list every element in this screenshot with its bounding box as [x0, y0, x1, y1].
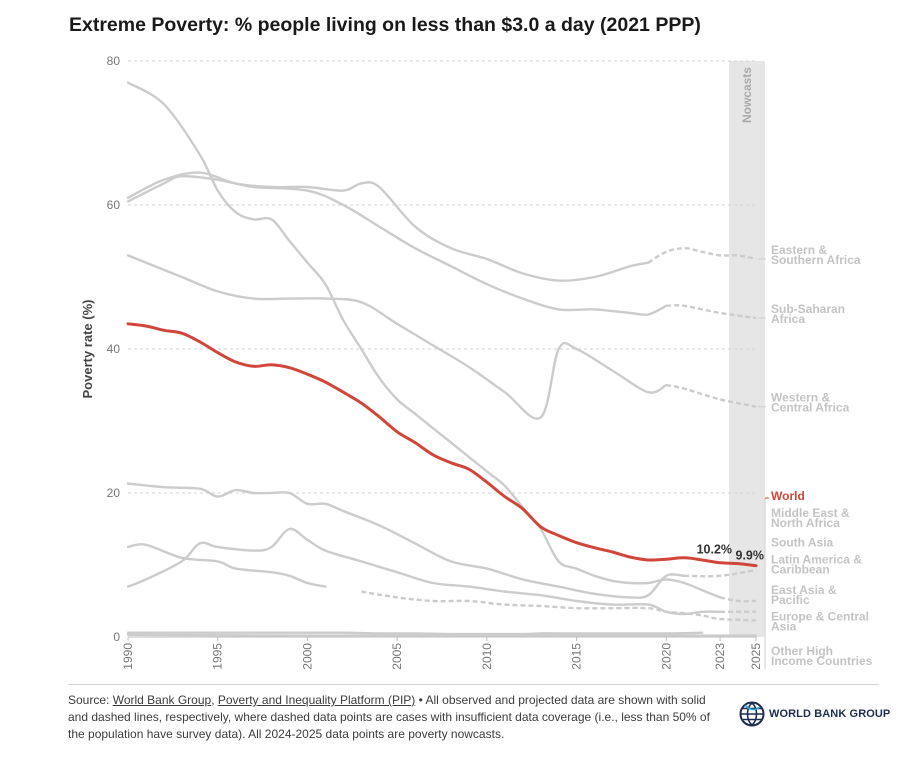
- y-tick-label: 60: [107, 198, 121, 212]
- x-tick-label: 2000: [300, 643, 314, 670]
- series-eastern-and-southern-africa: [126, 171, 757, 282]
- poverty-line-chart: Nowcasts 0 20 40 60 80 Poverty rate (%) 1990 199…: [80, 54, 873, 670]
- series-label-eastern-and-southern-africa: Southern Africa: [771, 253, 861, 267]
- series-line-europe-and-central-asia: [126, 631, 704, 636]
- source-separator: ,: [211, 693, 218, 707]
- series-dashed-line-middle-east-and-north-africa: [361, 590, 757, 622]
- series-label-latin-america-and-caribbean: Latin America &: [771, 553, 862, 567]
- series-label-western-and-central-africa: Central Africa: [771, 401, 850, 415]
- series-other-high-income-countries: [126, 633, 758, 637]
- series-label-sub-saharan-africa: Africa: [771, 312, 805, 326]
- y-tick-label: 40: [107, 342, 121, 356]
- series-world: [126, 322, 758, 568]
- series-line-other-high-income-countries: [126, 633, 758, 637]
- series-label-east-asia-and-pacific: Pacific: [771, 593, 810, 607]
- series-line-eastern-and-southern-africa: [126, 171, 650, 282]
- x-tick-label: 1990: [121, 643, 135, 670]
- series-label-sub-saharan-africa: Sub-Saharan: [771, 302, 845, 316]
- source-prefix: Source:: [68, 693, 113, 707]
- series-label-world: World: [771, 489, 805, 503]
- series-label-other-high-income-countries: Income Countries: [771, 654, 873, 668]
- source-link-wbg[interactable]: World Bank Group: [112, 693, 212, 707]
- annotation-label: 9.9%: [736, 549, 765, 563]
- series-western-and-central-africa: [126, 254, 757, 420]
- world-bank-logo: WORLD BANK GROUP: [739, 701, 890, 727]
- series-europe-and-central-asia: [126, 631, 704, 636]
- series-label-europe-and-central-asia: Europe & Central: [771, 609, 869, 623]
- source-rest: • All observed and projected data are sh…: [68, 693, 710, 741]
- series-dashed-line-east-asia-and-pacific: [719, 596, 757, 603]
- x-tick-label: 2005: [390, 643, 404, 670]
- series-label-other-high-income-countries: Other High: [771, 644, 833, 658]
- series-label-europe-and-central-asia: Asia: [771, 619, 797, 633]
- chart-title: Extreme Poverty: % people living on less…: [69, 14, 701, 36]
- series-label-western-and-central-africa: Western &: [771, 391, 830, 405]
- nowcast-band-label: Nowcasts: [740, 67, 754, 123]
- series-line-latin-america-and-caribbean: [126, 527, 722, 616]
- series-line-sub-saharan-africa: [126, 174, 668, 316]
- series-label-east-asia-and-pacific: East Asia &: [771, 583, 837, 597]
- y-tick-label: 0: [113, 630, 120, 644]
- series-dashed-line-eastern-and-southern-africa: [647, 247, 757, 264]
- x-tick-label: 2023: [713, 643, 727, 670]
- annotation-label: 10.2%: [697, 543, 732, 557]
- series-label-middle-east-and-north-africa: Middle East &: [771, 506, 850, 520]
- series-line-world: [126, 322, 758, 568]
- source-link-pip[interactable]: Poverty and Inequality Platform (PIP): [217, 693, 416, 707]
- y-tick-label: 80: [107, 54, 121, 68]
- series-line-middle-east-and-north-africa: [126, 543, 327, 588]
- x-tick-label: 2025: [749, 643, 763, 670]
- series-dashed-line-sub-saharan-africa: [666, 304, 757, 320]
- x-tick-label: 1995: [211, 643, 225, 670]
- logo-text: WORLD BANK GROUP: [769, 708, 891, 720]
- series-middle-east-and-north-africa: [126, 543, 757, 622]
- series-sub-saharan-africa: [126, 174, 757, 320]
- series-east-asia-and-pacific: [126, 81, 757, 603]
- x-tick-label: 2015: [570, 643, 584, 670]
- y-tick-label: 20: [107, 486, 121, 500]
- y-axis-label: Poverty rate (%): [80, 300, 95, 399]
- series-label-eastern-and-southern-africa: Eastern &: [771, 243, 827, 257]
- series-latin-america-and-caribbean: [126, 527, 756, 616]
- series-dashed-line-south-asia: [684, 568, 757, 578]
- series-line-east-asia-and-pacific: [126, 81, 722, 599]
- series-dashed-line-western-and-central-africa: [666, 383, 757, 408]
- x-tick-label: 2020: [659, 643, 673, 670]
- series-line-south-asia: [126, 482, 686, 599]
- series-label-south-asia: South Asia: [771, 535, 834, 549]
- footer-divider: [68, 684, 879, 685]
- series-label-latin-america-and-caribbean: Caribbean: [771, 563, 830, 577]
- source-note: Source: World Bank Group, Poverty and In…: [68, 692, 718, 743]
- series-line-western-and-central-africa: [126, 254, 668, 420]
- series-south-asia: [126, 482, 757, 599]
- x-tick-label: 2010: [480, 643, 494, 670]
- series-label-middle-east-and-north-africa: North Africa: [771, 516, 840, 530]
- globe-icon: [739, 701, 765, 727]
